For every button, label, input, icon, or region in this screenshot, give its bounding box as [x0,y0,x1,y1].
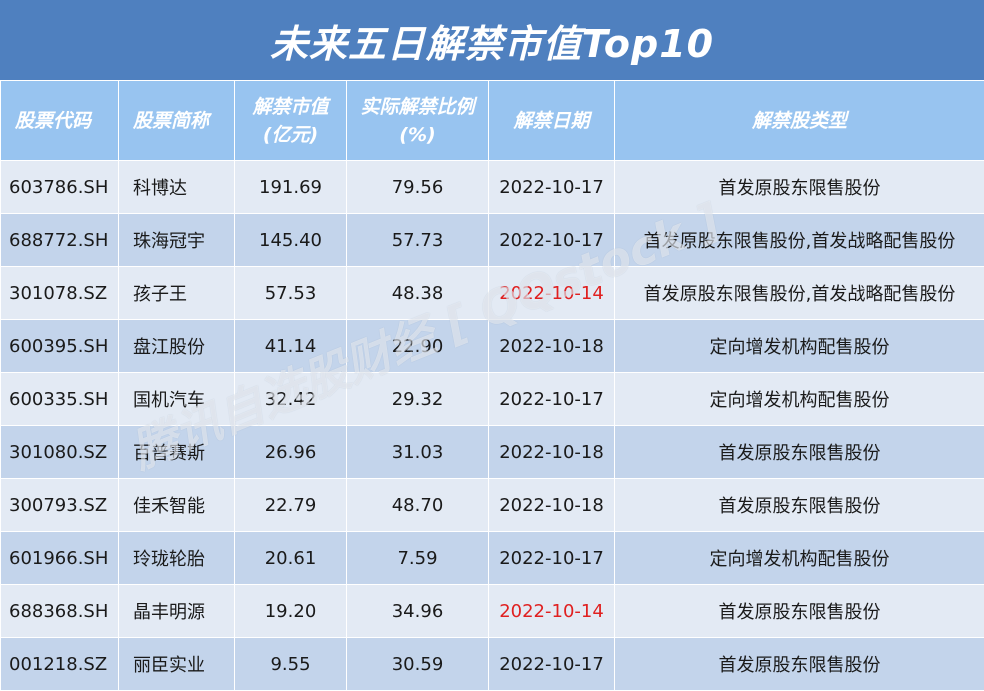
cell-ratio: 31.03 [346,425,489,479]
table-row: 301080.SZ 百普赛斯 26.96 31.03 2022-10-18 首发原股东限售… [0,425,984,479]
cell-ratio: 57.73 [346,213,489,267]
header-type: 解禁股类型 [614,80,984,161]
cell-value: 20.61 [234,531,347,585]
cell-value: 22.79 [234,478,347,532]
header-date: 解禁日期 [488,80,615,161]
cell-ratio: 22.90 [346,319,489,373]
cell-name: 丽臣实业 [118,637,235,691]
table-row: 600335.SH 国机汽车 32.42 29.32 2022-10-17 定向增发机构配… [0,372,984,426]
table-row: 301078.SZ 孩子王 57.53 48.38 2022-10-14 首发原股东限售股… [0,266,984,320]
table-row: 600395.SH 盘江股份 41.14 22.90 2022-10-18 定向增发机构配… [0,319,984,373]
unlock-table: 股票代码 股票简称 解禁市值 (亿元) 实际解禁比例 (%) 解禁日期 解禁股类… [0,80,984,691]
cell-date: 2022-10-17 [488,160,615,214]
cell-code: 301078.SZ [0,266,119,320]
cell-code: 688772.SH [0,213,119,267]
cell-code: 688368.SH [0,584,119,638]
cell-ratio: 7.59 [346,531,489,585]
cell-type: 首发原股东限售股份 [614,637,984,691]
cell-type: 首发原股东限售股份,首发战略配售股份 [614,213,984,267]
cell-name: 佳禾智能 [118,478,235,532]
cell-code: 001218.SZ [0,637,119,691]
cell-date: 2022-10-18 [488,425,615,479]
table-row: 001218.SZ 丽臣实业 9.55 30.59 2022-10-17 首发原股东限售股… [0,637,984,691]
cell-ratio: 48.38 [346,266,489,320]
cell-date: 2022-10-17 [488,637,615,691]
cell-ratio: 34.96 [346,584,489,638]
cell-value: 191.69 [234,160,347,214]
header-ratio: 实际解禁比例 (%) [346,80,489,161]
cell-value: 145.40 [234,213,347,267]
cell-type: 首发原股东限售股份 [614,478,984,532]
cell-date: 2022-10-14 [488,584,615,638]
cell-code: 300793.SZ [0,478,119,532]
cell-type: 首发原股东限售股份 [614,160,984,214]
header-row: 股票代码 股票简称 解禁市值 (亿元) 实际解禁比例 (%) 解禁日期 解禁股类… [0,80,984,161]
cell-value: 9.55 [234,637,347,691]
cell-value: 19.20 [234,584,347,638]
table-row: 688772.SH 珠海冠宇 145.40 57.73 2022-10-17 首发原股东限… [0,213,984,267]
cell-code: 603786.SH [0,160,119,214]
table-row: 601966.SH 玲珑轮胎 20.61 7.59 2022-10-17 定向增发机构配售… [0,531,984,585]
cell-name: 科博达 [118,160,235,214]
cell-code: 600335.SH [0,372,119,426]
table-row: 300793.SZ 佳禾智能 22.79 48.70 2022-10-18 首发原股东限售… [0,478,984,532]
header-value: 解禁市值 (亿元) [234,80,347,161]
cell-type: 定向增发机构配售股份 [614,531,984,585]
cell-name: 国机汽车 [118,372,235,426]
table-row: 688368.SH 晶丰明源 19.20 34.96 2022-10-14 首发原股东限售… [0,584,984,638]
cell-type: 定向增发机构配售股份 [614,372,984,426]
cell-date: 2022-10-17 [488,372,615,426]
table-row: 603786.SH 科博达 191.69 79.56 2022-10-17 首发原股东限售… [0,160,984,214]
cell-date: 2022-10-17 [488,213,615,267]
cell-value: 32.42 [234,372,347,426]
cell-ratio: 48.70 [346,478,489,532]
cell-ratio: 29.32 [346,372,489,426]
cell-code: 600395.SH [0,319,119,373]
cell-name: 孩子王 [118,266,235,320]
cell-type: 首发原股东限售股份 [614,425,984,479]
cell-date: 2022-10-14 [488,266,615,320]
table-title: 未来五日解禁市值Top10 [0,0,984,80]
header-code: 股票代码 [0,80,119,161]
cell-type: 定向增发机构配售股份 [614,319,984,373]
cell-value: 41.14 [234,319,347,373]
cell-name: 盘江股份 [118,319,235,373]
cell-ratio: 30.59 [346,637,489,691]
cell-name: 玲珑轮胎 [118,531,235,585]
cell-ratio: 79.56 [346,160,489,214]
cell-type: 首发原股东限售股份,首发战略配售股份 [614,266,984,320]
cell-name: 百普赛斯 [118,425,235,479]
cell-code: 601966.SH [0,531,119,585]
cell-value: 57.53 [234,266,347,320]
header-name: 股票简称 [118,80,235,161]
cell-type: 首发原股东限售股份 [614,584,984,638]
cell-value: 26.96 [234,425,347,479]
cell-date: 2022-10-17 [488,531,615,585]
cell-date: 2022-10-18 [488,319,615,373]
cell-name: 珠海冠宇 [118,213,235,267]
cell-code: 301080.SZ [0,425,119,479]
cell-date: 2022-10-18 [488,478,615,532]
cell-name: 晶丰明源 [118,584,235,638]
